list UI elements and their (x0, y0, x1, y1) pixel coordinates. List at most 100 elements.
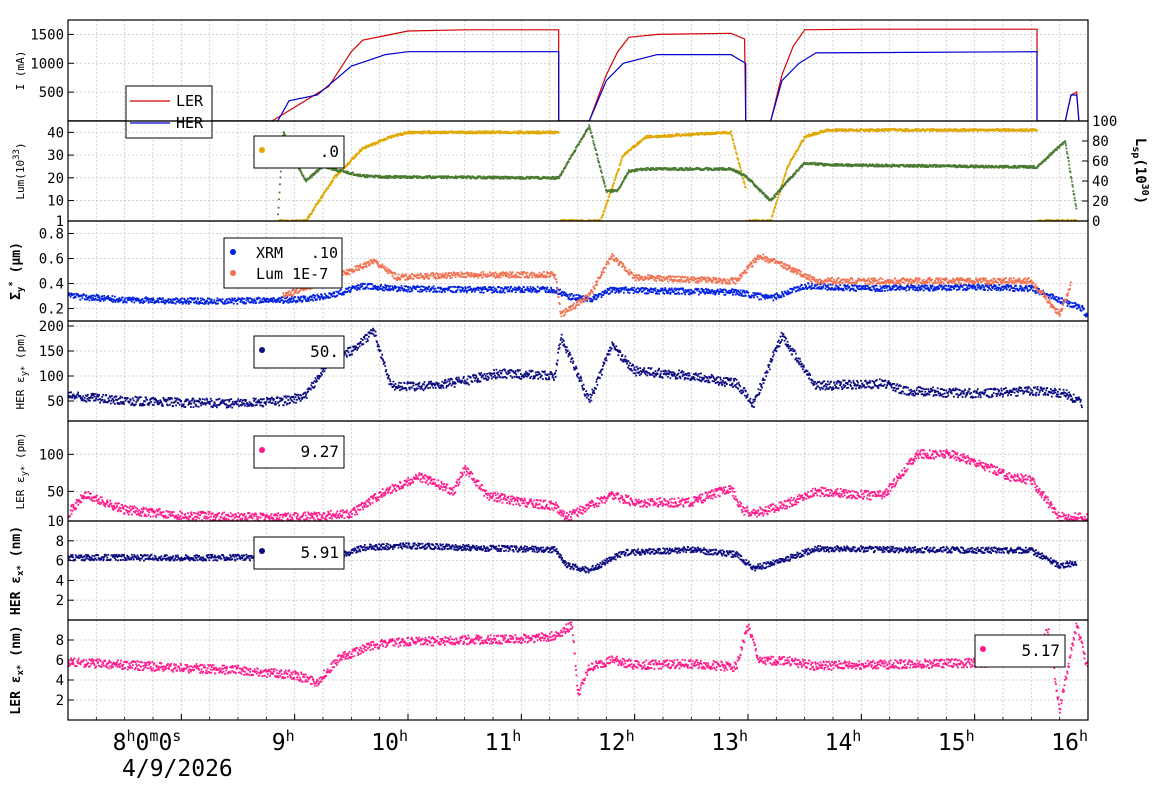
data-point (598, 162, 600, 164)
data-point (1072, 186, 1074, 188)
y-tick-label: 20 (47, 171, 64, 187)
data-point (565, 166, 567, 168)
data-point (308, 298, 310, 300)
data-point (158, 302, 160, 304)
y2-axis-label: Lsp(1030) (1130, 138, 1150, 204)
data-point (151, 301, 153, 303)
data-point (206, 300, 208, 302)
data-point (314, 206, 316, 208)
data-point (316, 299, 318, 301)
data-point (783, 178, 785, 180)
data-point (730, 130, 732, 132)
data-point (315, 173, 317, 175)
data-point (752, 295, 754, 297)
y-tick-label: 500 (39, 85, 64, 101)
data-point (498, 130, 500, 132)
data-point (522, 291, 524, 293)
data-point (775, 203, 777, 205)
data-point (406, 291, 408, 293)
data-point (162, 297, 164, 299)
data-point (280, 171, 282, 173)
data-point (197, 298, 199, 300)
data-point (305, 181, 307, 183)
data-point (609, 293, 611, 295)
data-point (465, 288, 467, 290)
data-point (559, 289, 561, 291)
data-point (385, 287, 387, 289)
data-point (625, 178, 627, 180)
data-point (604, 292, 606, 294)
data-point (538, 290, 540, 292)
data-point (307, 219, 309, 221)
data-point (214, 299, 216, 301)
data-point (419, 291, 421, 293)
data-point (99, 297, 101, 299)
data-point (144, 301, 146, 303)
data-point (545, 291, 547, 293)
data-point (507, 286, 509, 288)
data-point (230, 299, 232, 301)
data-point (70, 296, 72, 298)
data-point (89, 300, 91, 302)
data-point (1072, 184, 1074, 186)
data-point (308, 300, 310, 302)
data-point (484, 133, 486, 135)
data-point (668, 292, 670, 294)
data-point (740, 290, 742, 292)
data-point (279, 192, 281, 194)
data-point (1066, 151, 1068, 153)
data-point (349, 287, 351, 289)
data-point (399, 175, 401, 177)
data-point (753, 297, 755, 299)
data-point (121, 299, 123, 301)
data-point (671, 288, 673, 290)
data-point (537, 286, 539, 288)
legend-label: HER (176, 114, 204, 132)
data-point (300, 296, 302, 298)
data-point (267, 298, 269, 300)
data-point (682, 288, 684, 290)
data-point (303, 175, 305, 177)
data-point (374, 177, 376, 179)
y-tick-label: 40 (47, 125, 64, 141)
data-point (147, 297, 149, 299)
data-point (574, 295, 576, 297)
data-point (175, 303, 177, 305)
data-point (498, 286, 500, 288)
data-point (656, 293, 658, 295)
data-point (411, 290, 413, 292)
data-point (294, 296, 296, 298)
data-point (774, 196, 776, 198)
data-point (126, 302, 128, 304)
data-point (279, 183, 281, 185)
data-point (396, 286, 398, 288)
data-point (163, 300, 165, 302)
data-point (814, 162, 816, 164)
data-point (612, 184, 614, 186)
data-point (741, 295, 743, 297)
data-point (73, 293, 75, 295)
data-point (185, 303, 187, 305)
data-point (580, 141, 582, 143)
data-point (1028, 165, 1030, 167)
data-point (608, 196, 610, 198)
data-point (226, 298, 228, 300)
y-axis-label: Σy* (µm) (8, 242, 26, 300)
data-point (731, 288, 733, 290)
data-point (679, 293, 681, 295)
data-point (615, 287, 617, 289)
data-point (799, 145, 801, 147)
data-point (652, 291, 654, 293)
y-tick-label: 1500 (30, 27, 64, 43)
data-point (133, 302, 135, 304)
data-point (114, 296, 116, 298)
data-point (776, 202, 778, 204)
data-point (81, 297, 83, 299)
data-point (357, 284, 359, 286)
data-point (410, 291, 412, 293)
data-point (244, 298, 246, 300)
data-point (568, 298, 570, 300)
data-point (613, 182, 615, 184)
data-point (594, 296, 596, 298)
